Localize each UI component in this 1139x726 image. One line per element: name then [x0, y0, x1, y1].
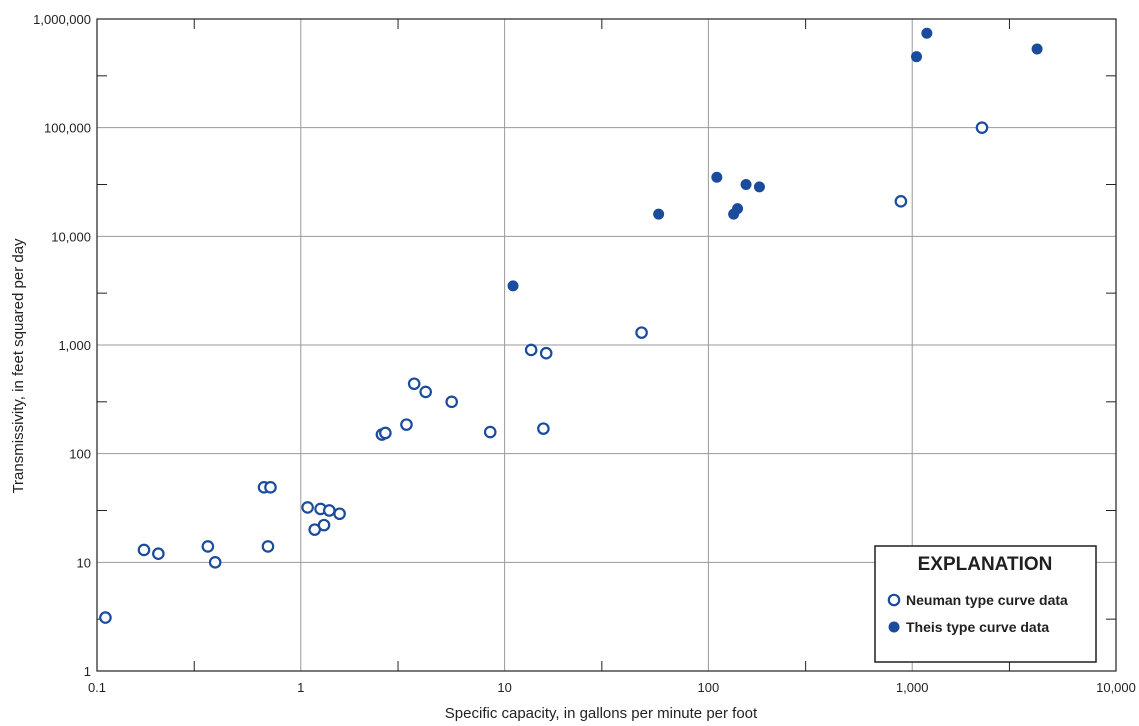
y-tick-label: 10,000 [51, 229, 91, 244]
theis-data-point [921, 27, 933, 39]
neuman-data-point [445, 395, 458, 409]
neuman-data-point [537, 422, 550, 435]
neuman-data-point [379, 426, 392, 440]
neuman-data-point [99, 611, 112, 624]
x-tick-label: 1,000 [896, 680, 929, 695]
legend-label-theis: Theis type curve data [906, 619, 1049, 635]
neuman-data-point [894, 195, 908, 208]
x-tick-label: 10,000 [1096, 680, 1136, 695]
y-tick-label: 1,000,000 [33, 12, 91, 27]
y-axis-title: Transmissivity, in feet squared per day [10, 238, 27, 494]
theis-data-point [507, 280, 519, 292]
y-tick-label: 100,000 [44, 121, 91, 136]
theis-data-point [911, 51, 923, 63]
legend-label-neuman: Neuman type curve data [906, 592, 1068, 608]
theis-data-point [711, 171, 723, 183]
neuman-data-point [419, 385, 432, 399]
neuman-data-point [400, 418, 413, 431]
legend-title: EXPLANATION [918, 554, 1053, 575]
y-tick-label: 10 [77, 555, 91, 570]
neuman-data-point [975, 121, 989, 134]
neuman-data-point [483, 425, 497, 439]
neuman-data-point [407, 377, 421, 391]
x-tick-labels: 0.1 1 10 100 1,000 10,000 [88, 680, 1136, 695]
y-tick-label: 100 [69, 447, 91, 462]
neuman-data-point [208, 556, 222, 569]
x-tick-label: 1 [297, 680, 304, 695]
x-axis-title: Specific capacity, in gallons per minute… [445, 705, 758, 722]
neuman-data-point [539, 346, 553, 360]
theis-data-point [653, 208, 665, 220]
minor-ticks [97, 19, 1116, 671]
legend-marker-theis [888, 621, 900, 633]
legend: EXPLANATION Neuman type curve data Theis… [874, 545, 1097, 663]
neuman-data-point [317, 518, 331, 532]
x-tick-label: 100 [698, 680, 720, 695]
theis-data-point [732, 203, 744, 215]
neuman-data-point [524, 343, 538, 357]
neuman-data-point [137, 543, 151, 557]
y-tick-label: 1 [84, 664, 91, 679]
data-points [99, 27, 1043, 624]
neuman-data-point [201, 540, 215, 553]
neuman-data-point [323, 504, 336, 517]
plot-frame [96, 18, 1117, 672]
neuman-data-point [301, 501, 314, 514]
theis-data-point [753, 181, 765, 193]
neuman-data-point [264, 481, 277, 494]
neuman-data-point [333, 507, 346, 521]
y-tick-label: 1,000 [58, 338, 91, 353]
neuman-data-point [261, 540, 275, 553]
x-tick-label: 0.1 [88, 680, 106, 695]
neuman-data-point [152, 547, 165, 561]
x-tick-label: 10 [497, 680, 511, 695]
legend-box [874, 545, 1097, 663]
y-tick-labels: 1 10 100 1,000 10,000 100,000 1,000,000 [33, 12, 91, 679]
neuman-data-point [635, 326, 648, 339]
legend-marker-neuman [887, 593, 901, 607]
theis-data-point [1031, 43, 1043, 55]
theis-data-point [740, 178, 752, 190]
